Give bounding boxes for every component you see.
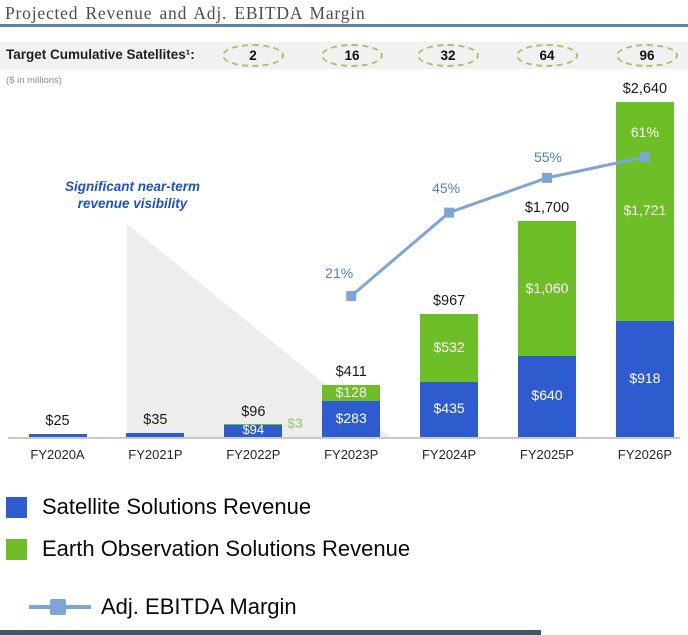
pct-label-FY2024P: 45%	[432, 179, 461, 196]
satellite-count-oval-fy2026: 96	[616, 44, 678, 67]
bar-satellite-FY2020A	[28, 433, 87, 437]
bar-total-label-FY2022P: $96	[241, 403, 266, 420]
bar-total-label-FY2025P: $1,700	[524, 200, 570, 217]
bar-satellite-FY2023P	[322, 401, 381, 437]
segment-label-satellite-FY2023P: $283	[335, 410, 367, 427]
legend-label-earth-observation-revenue: Earth Observation Solutions Revenue	[42, 536, 411, 561]
bar-total-label-FY2024P: $967	[432, 293, 466, 310]
ebitda-margin-line	[346, 152, 650, 302]
bar-satellite-FY2025P	[518, 355, 576, 437]
bar-total-label-FY2023P: $411	[335, 363, 367, 380]
axis-label-FY2024P: FY2024P	[421, 447, 477, 462]
bar-satellite-FY2022P	[224, 425, 283, 437]
margin-marker-FY2024P	[444, 207, 455, 218]
margin-marker-FY2026P	[639, 152, 650, 163]
legend-item-earth-observation-revenue: Earth Observation Solutions Revenue	[6, 536, 410, 562]
segment-label-earth-outside-FY2022P: $3	[287, 415, 303, 431]
bar-satellite-FY2021P	[126, 432, 185, 437]
segment-label-satellite-FY2025P: $640	[531, 387, 563, 404]
axis-label-FY2025P: FY2025P	[519, 447, 575, 462]
pct-label-FY2025P: 55%	[533, 148, 563, 165]
annotation-revenue-visibility: Significant near-term revenue visibility	[40, 178, 225, 212]
segment-label-earth-FY2025P: $1,060	[525, 279, 569, 296]
bar-earth-observation-FY2023P	[322, 384, 381, 402]
satellites-banner-label: Target Cumulative Satellites¹:	[6, 47, 195, 62]
legend-swatch-satellite-blue	[6, 496, 27, 518]
pct-label-FY2026P: 61%	[630, 124, 659, 141]
legend-label-satellite-revenue: Satellite Solutions Revenue	[42, 494, 312, 519]
segment-label-satellite-FY2024P: $435	[433, 400, 465, 417]
segment-label-earth-FY2024P: $532	[433, 339, 465, 356]
bar-earth-observation-FY2024P	[420, 314, 479, 382]
bar-total-label-FY2026P: $2,640	[622, 81, 668, 98]
margin-marker-FY2025P	[542, 172, 552, 183]
bar-total-label-FY2021P: $35	[143, 411, 168, 428]
segment-label-satellite-FY2022P: $94	[242, 422, 265, 438]
satellite-count-oval-fy2022: 2	[222, 44, 284, 67]
axis-label-FY2021P: FY2021P	[128, 447, 183, 462]
bar-satellite-FY2024P	[420, 381, 479, 437]
axis-label-FY2020A: FY2020A	[30, 447, 85, 462]
legend-item-ebitda-margin: Adj. EBITDA Margin	[29, 594, 297, 620]
bar-total-label-FY2020A: $25	[45, 412, 70, 429]
axis-label-FY2026P: FY2026P	[617, 447, 672, 462]
segment-label-satellite-FY2026P: $918	[629, 369, 661, 386]
page-title: Projected Revenue and Adj. EBITDA Margin	[5, 3, 366, 23]
bar-earth-observation-FY2025P	[518, 221, 576, 356]
title-underline	[0, 24, 688, 27]
footer-accent-bar	[0, 630, 541, 635]
axis-label-FY2022P: FY2022P	[226, 447, 281, 462]
legend-item-satellite-revenue: Satellite Solutions Revenue	[6, 494, 311, 520]
bar-earth-observation-FY2026P	[615, 102, 674, 321]
axis-label-FY2023P: FY2023P	[324, 447, 379, 462]
bar-earth-observation-FY2022P	[224, 424, 283, 426]
revenue-ebitda-chart: Significant near-term revenue visibility…	[8, 81, 680, 462]
legend-line-marker-icon	[29, 599, 91, 615]
pct-label-FY2023P: 21%	[325, 265, 354, 282]
annotation-line1: Significant near-term	[64, 179, 201, 194]
legend-label-ebitda-margin: Adj. EBITDA Margin	[101, 594, 297, 619]
legend-swatch-earth-green	[6, 538, 27, 560]
margin-marker-FY2023P	[346, 291, 357, 302]
units-note: ($ in millions)	[6, 75, 62, 86]
x-axis-line	[8, 437, 680, 439]
segment-label-earth-FY2026P: $1,721	[623, 202, 667, 219]
annotation-line2: revenue visibility	[77, 196, 188, 211]
segment-label-earth-FY2023P: $128	[335, 384, 367, 400]
satellite-count-oval-fy2024: 32	[417, 44, 479, 67]
satellite-count-oval-fy2025: 64	[516, 44, 578, 67]
bar-satellite-FY2026P	[615, 320, 674, 437]
satellite-count-oval-fy2023: 16	[321, 44, 383, 67]
